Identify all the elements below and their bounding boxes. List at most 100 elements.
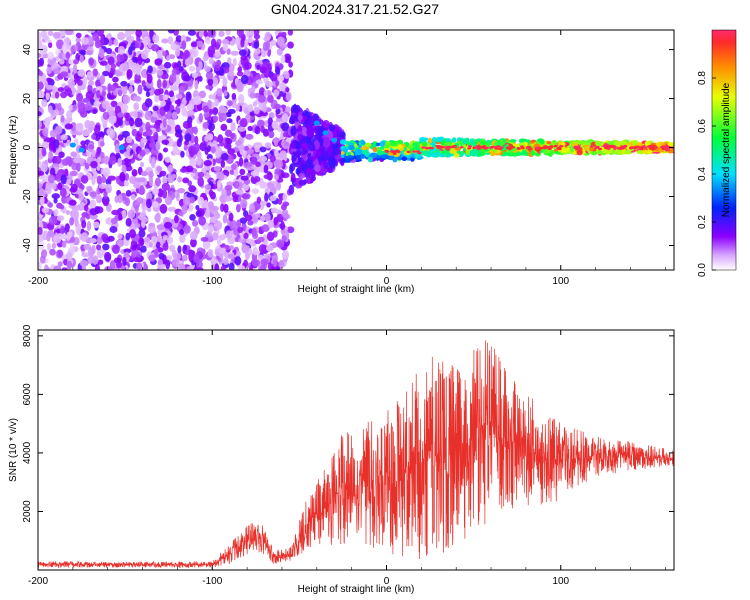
spectrogram-cell bbox=[168, 54, 176, 60]
spectrogram-cell bbox=[214, 98, 220, 107]
spectrogram-cell bbox=[588, 146, 594, 152]
spectrogram-cell bbox=[274, 173, 280, 181]
snr-frame bbox=[37, 329, 675, 571]
spectrogram-cell bbox=[253, 41, 260, 49]
spectrogram-cell bbox=[235, 189, 244, 195]
spectrogram-cell bbox=[145, 91, 151, 98]
spectrogram-peak-cell bbox=[602, 145, 607, 148]
spectrogram-cell bbox=[287, 30, 294, 36]
spectrogram-cell bbox=[254, 144, 261, 153]
spectrogram-cell bbox=[235, 104, 240, 112]
spectrogram-cell bbox=[94, 263, 101, 270]
spectrogram-cell bbox=[412, 142, 418, 147]
spectrogram-peak-cell bbox=[453, 145, 458, 148]
spectrogram-cell bbox=[177, 176, 182, 183]
spectrogram-cell bbox=[580, 141, 589, 146]
spectrogram-cell bbox=[47, 30, 54, 36]
spectrogram-cell bbox=[159, 170, 167, 177]
spectrogram-cell bbox=[281, 235, 287, 242]
spectrogram-cell bbox=[179, 167, 187, 173]
spectrogram-cell bbox=[80, 232, 89, 242]
spectrogram-peak-cell bbox=[557, 146, 562, 149]
spectrogram-cell bbox=[331, 137, 338, 143]
spectrogram-cell bbox=[220, 265, 227, 270]
spectrogram-cell bbox=[61, 267, 68, 270]
spectrogram-cell bbox=[129, 118, 135, 127]
spectrogram-cell bbox=[237, 126, 246, 132]
spectrogram-cell bbox=[360, 140, 366, 146]
spectrogram-cell bbox=[298, 179, 307, 186]
spectrogram-cell bbox=[38, 261, 42, 270]
spectrogram-cell bbox=[157, 259, 163, 266]
spectrogram-cell bbox=[105, 64, 111, 73]
spectrogram-cell bbox=[207, 45, 216, 55]
spectrogram-cell bbox=[140, 216, 149, 223]
spectrogram-cell bbox=[238, 237, 246, 243]
spectrogram-cell bbox=[120, 80, 128, 87]
spectrogram-cell bbox=[88, 144, 94, 150]
spectrogram-cell bbox=[276, 48, 283, 56]
spectrogram-cell bbox=[636, 150, 645, 155]
spectrogram-cell bbox=[98, 30, 105, 36]
spectrogram-cell bbox=[181, 53, 188, 60]
spectrogram-cell bbox=[82, 76, 88, 86]
spectrogram-cell bbox=[57, 249, 63, 258]
spectrogram-cell bbox=[181, 254, 188, 262]
spectrogram-ytick-label: 40 bbox=[22, 44, 33, 56]
spectrogram-cell bbox=[143, 236, 151, 243]
snr-ytick-label: 8000 bbox=[22, 324, 33, 347]
spectrogram-cell bbox=[240, 231, 245, 240]
spectrogram-cell bbox=[225, 230, 233, 239]
spectrogram-cell bbox=[86, 220, 92, 231]
spectrogram-cell bbox=[187, 122, 193, 128]
spectrogram-cell bbox=[236, 219, 242, 229]
spectrogram-cell bbox=[89, 199, 97, 210]
spectrogram-cell bbox=[379, 145, 385, 150]
spectrogram-cell bbox=[291, 114, 296, 122]
spectrogram-peak-cell bbox=[653, 146, 658, 150]
spectrogram-peak-cell bbox=[635, 145, 640, 148]
spectrogram-cell bbox=[265, 244, 274, 252]
spectrogram-cell bbox=[156, 69, 164, 76]
spectrogram-cell bbox=[259, 146, 267, 153]
spectrogram-cell bbox=[154, 59, 162, 66]
spectrogram-cell bbox=[129, 79, 135, 86]
spectrogram-cell bbox=[132, 56, 139, 63]
spectrogram-cell bbox=[156, 49, 164, 58]
spectrogram-xtick-label: -100 bbox=[202, 276, 222, 287]
spectrogram-cell bbox=[117, 89, 123, 97]
spectrogram-cell bbox=[77, 100, 85, 109]
spectrogram-cell bbox=[52, 139, 60, 149]
spectrogram-cell bbox=[238, 156, 244, 167]
spectrogram-peak-cell bbox=[385, 150, 390, 153]
spectrogram-cell bbox=[64, 30, 74, 36]
spectrogram-cell bbox=[210, 38, 217, 48]
spectrogram-cell bbox=[40, 44, 48, 55]
spectrogram-cell bbox=[167, 236, 174, 245]
spectrogram-cell bbox=[243, 145, 250, 151]
spectrogram-cell bbox=[68, 230, 73, 238]
spectrogram-cell bbox=[171, 257, 180, 267]
spectrogram-cell bbox=[179, 229, 185, 236]
spectrogram-cell bbox=[46, 242, 51, 251]
colorbar-tick-label: 0.0 bbox=[697, 263, 708, 277]
spectrogram-cell bbox=[68, 58, 76, 65]
spectrogram-cell bbox=[107, 175, 116, 181]
spectrogram-cell bbox=[228, 262, 235, 270]
spectrogram-cell bbox=[48, 151, 54, 160]
spectrogram-cell bbox=[615, 142, 621, 147]
spectrogram-cell bbox=[238, 264, 246, 270]
spectrogram-cell bbox=[170, 42, 177, 51]
spectrogram-cell bbox=[339, 131, 346, 139]
spectrogram-cell bbox=[60, 134, 68, 141]
spectrogram-cell bbox=[489, 150, 496, 157]
spectrogram-peak-cell bbox=[573, 146, 578, 150]
spectrogram-cell bbox=[278, 259, 285, 269]
spectrogram-cell bbox=[113, 38, 119, 46]
spectrogram-xlabel: Height of straight line (km) bbox=[298, 284, 415, 295]
spectrogram-cell bbox=[92, 221, 100, 229]
spectrogram-cell bbox=[435, 136, 442, 143]
spectrogram-cell bbox=[163, 94, 169, 101]
spectrogram-cell bbox=[271, 120, 279, 130]
